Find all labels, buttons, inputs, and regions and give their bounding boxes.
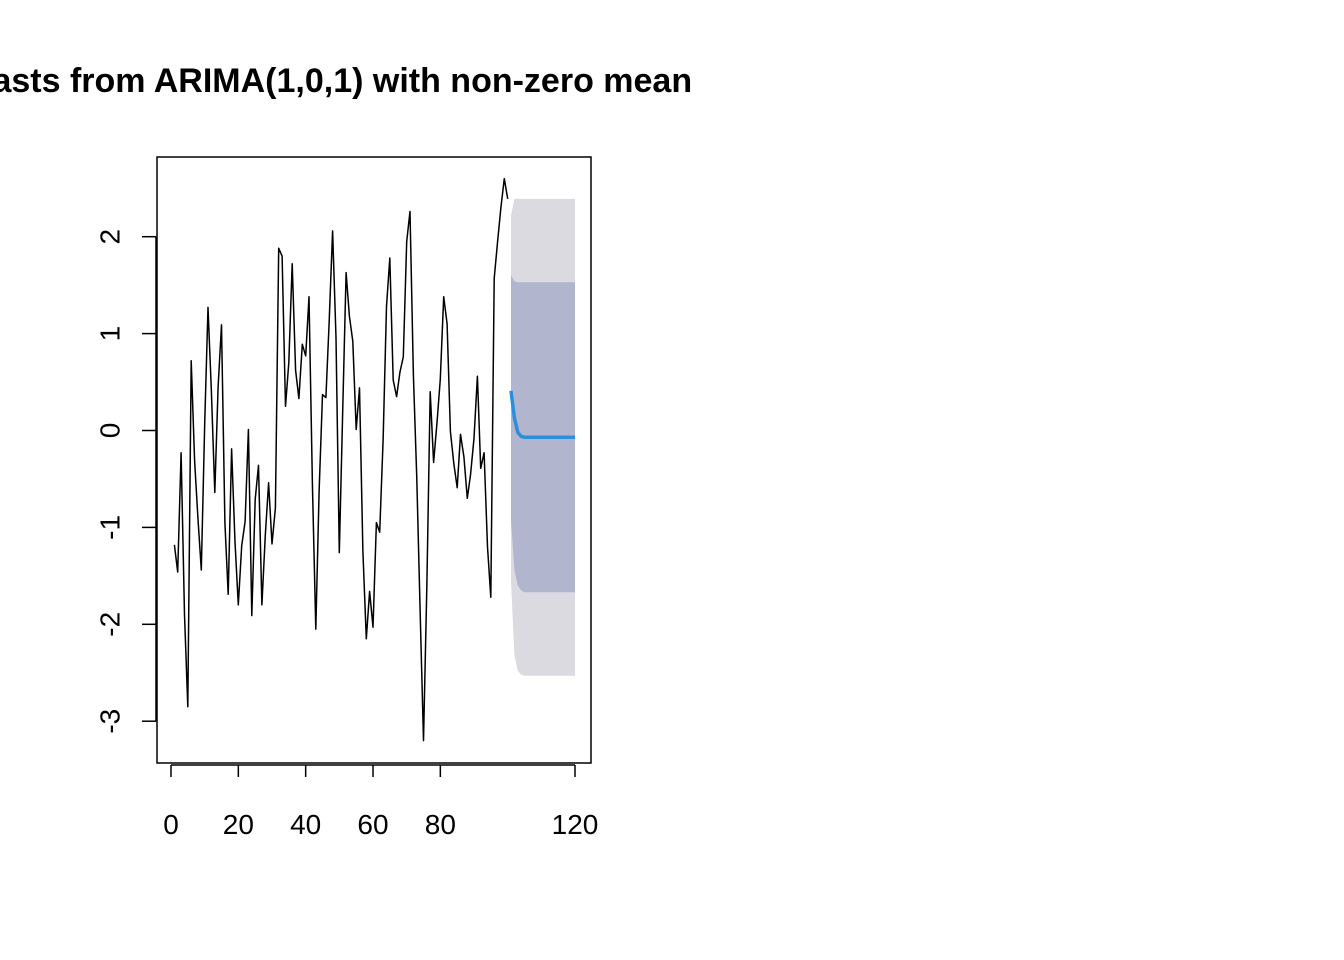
y-axis: -3 -2 -1 0 1 2 — [94, 229, 157, 734]
y-tick-label: 2 — [94, 229, 125, 245]
x-tick-label: 40 — [290, 809, 321, 840]
y-tick-label: -2 — [94, 612, 125, 637]
x-tick-label: 0 — [163, 809, 179, 840]
y-tick-label: 1 — [94, 326, 125, 342]
chart-title: Forecasts from ARIMA(1,0,1) with non-zer… — [0, 62, 692, 100]
y-tick-label: 0 — [94, 423, 125, 439]
series-line-forecast — [509, 390, 575, 440]
x-axis: 0 20 40 60 80 120 — [163, 764, 599, 840]
plot-frame — [156, 156, 592, 764]
x-tick-label: 80 — [425, 809, 456, 840]
x-tick-label: 20 — [223, 809, 254, 840]
x-tick-label: 120 — [552, 809, 599, 840]
interval-band-80pct — [511, 275, 575, 593]
series-lines — [173, 177, 575, 742]
series-line-observed — [173, 177, 509, 742]
x-tick-label: 60 — [357, 809, 388, 840]
y-tick-label: -3 — [94, 709, 125, 734]
y-tick-label: -1 — [94, 515, 125, 540]
